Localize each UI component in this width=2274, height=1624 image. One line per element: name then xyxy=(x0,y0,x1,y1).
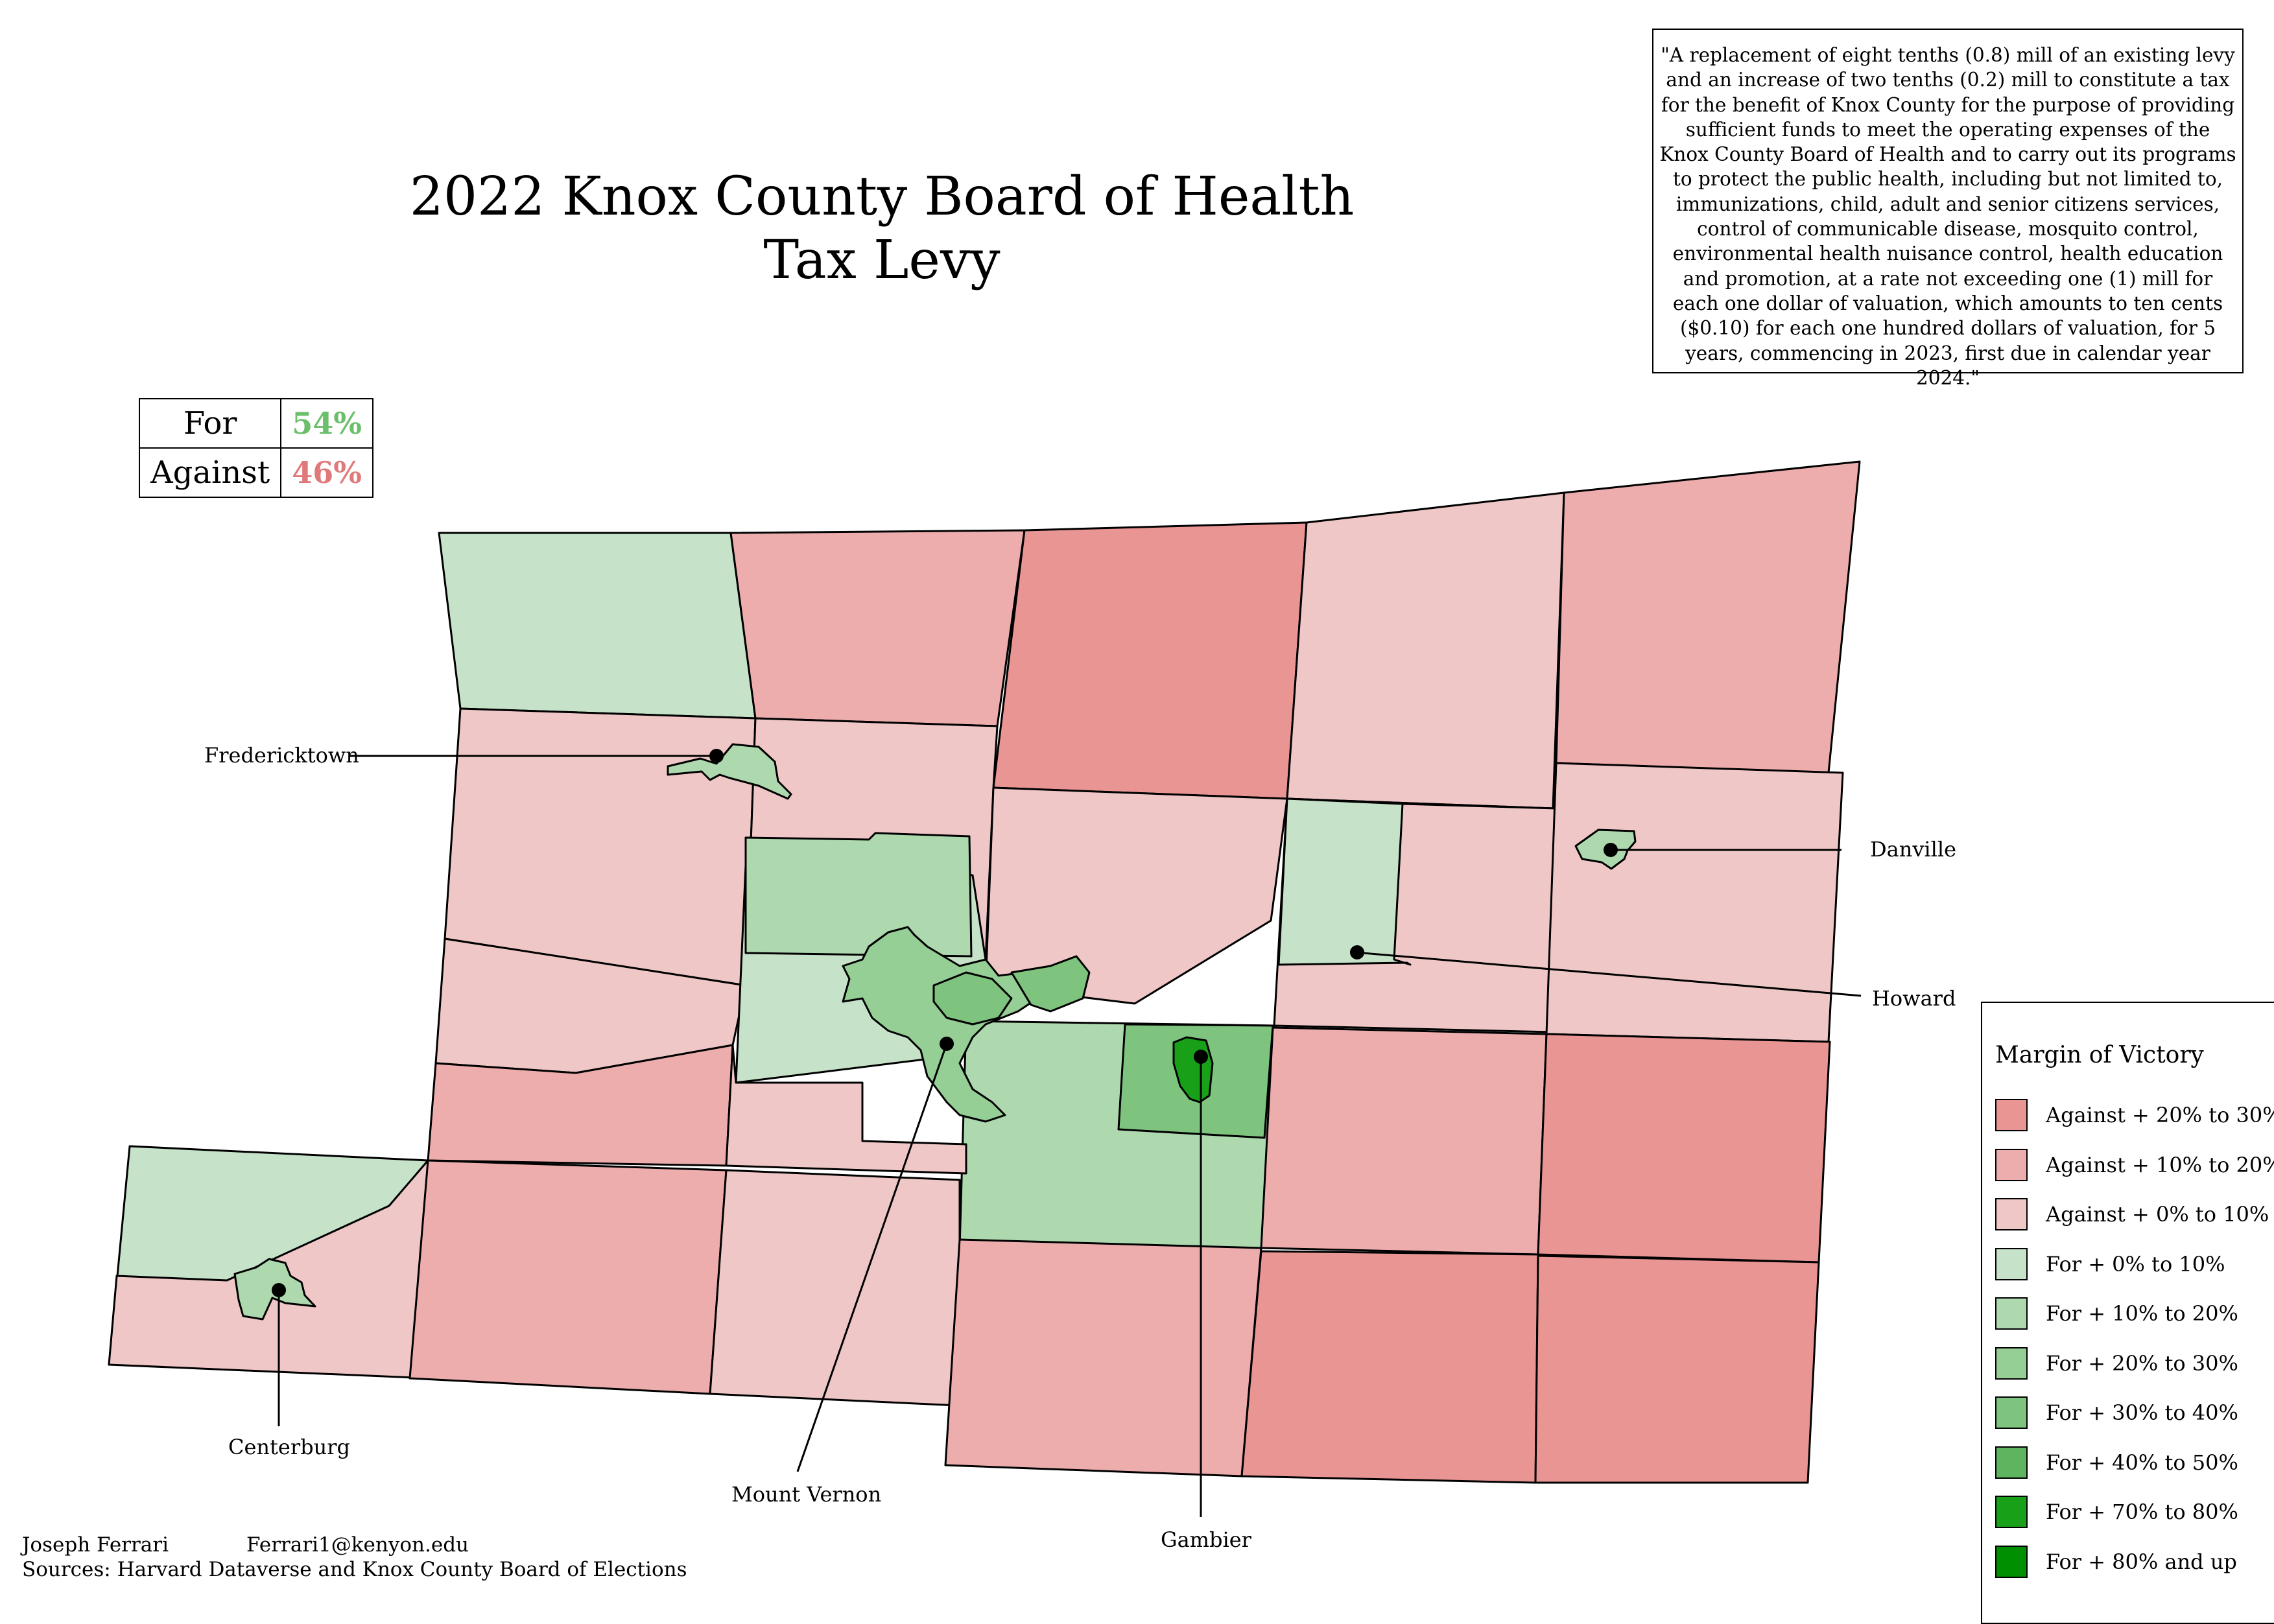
township-c3 xyxy=(984,786,1288,1005)
legend-item: For + 40% to 50% xyxy=(1995,1446,2238,1479)
author-email: Ferrari1@kenyon.edu xyxy=(246,1533,469,1557)
against-percentage: 46% xyxy=(280,447,373,498)
legend-swatch xyxy=(1995,1496,2028,1528)
legend-label: Against + 10% to 20% xyxy=(2046,1152,2274,1177)
township-s3 xyxy=(709,1169,961,1407)
legend-swatch xyxy=(1995,1247,2028,1280)
legend-label: For + 20% to 30% xyxy=(2046,1350,2238,1376)
mount-vernon-core xyxy=(932,971,1013,1026)
legend-label: For + 80% and up xyxy=(2046,1549,2237,1574)
legend-swatch xyxy=(1995,1297,2028,1330)
for-percentage: 54% xyxy=(280,398,373,449)
township-s5 xyxy=(1240,1250,1539,1484)
township-s4 xyxy=(944,1238,1262,1477)
credits-sources: Sources: Harvard Dataverse and Knox Coun… xyxy=(22,1558,687,1581)
legend-item: Against + 10% to 20% xyxy=(1995,1148,2274,1182)
township-n3 xyxy=(992,521,1308,800)
township-n4 xyxy=(1286,491,1565,810)
legend-item: For + 10% to 20% xyxy=(1995,1297,2238,1330)
legend-swatch xyxy=(1995,1446,2028,1479)
fredericktown-village xyxy=(667,743,792,800)
township-w2 xyxy=(444,707,757,987)
township-ne xyxy=(1555,460,1861,774)
results-table: For 54% Against 46% xyxy=(138,398,373,498)
township-nw xyxy=(438,532,757,720)
label-danville: Danville xyxy=(1870,837,1957,862)
legend-item: Against + 20% to 30% xyxy=(1995,1098,2274,1132)
legend-item: For + 20% to 30% xyxy=(1995,1347,2238,1380)
against-label: Against xyxy=(138,447,282,498)
legend: Margin of Victory Against + 20% to 30% Ag… xyxy=(1981,1002,2274,1624)
township-howard xyxy=(1277,797,1412,966)
credits: Joseph Ferrari Ferrari1@kenyon.edu Source… xyxy=(22,1533,687,1582)
legend-title: Margin of Victory xyxy=(1995,1042,2204,1068)
township-e3 xyxy=(1260,1026,1548,1256)
legend-label: For + 10% to 20% xyxy=(2046,1301,2238,1326)
author-name: Joseph Ferrari xyxy=(22,1533,169,1557)
legend-swatch xyxy=(1995,1545,2028,1578)
legend-label: For + 70% to 80% xyxy=(2046,1500,2238,1524)
for-label: For xyxy=(138,398,282,449)
label-howard: Howard xyxy=(1872,986,1956,1011)
mount-vernon-city xyxy=(842,926,1039,1123)
map-title: 2022 Knox County Board of Health Tax Lev… xyxy=(363,165,1401,292)
township-e4 xyxy=(1537,1033,1831,1264)
label-mount-vernon: Mount Vernon xyxy=(731,1482,882,1507)
legend-label: Against + 20% to 30% xyxy=(2046,1103,2274,1127)
mount-vernon-east xyxy=(1010,955,1091,1013)
legend-label: Against + 0% to 10% xyxy=(2046,1202,2269,1227)
legend-label: For + 0% to 10% xyxy=(2046,1251,2225,1277)
legend-swatch xyxy=(1995,1148,2028,1181)
township-s2 xyxy=(409,1159,728,1395)
results-row-for: For 54% xyxy=(138,398,373,449)
township-mv-ne xyxy=(744,832,973,958)
township-c-mid xyxy=(725,1044,967,1175)
legend-label: For + 40% to 50% xyxy=(2046,1450,2238,1475)
legend-item: Against + 0% to 10% xyxy=(1995,1197,2269,1231)
legend-swatch xyxy=(1995,1396,2028,1429)
label-gambier: Gambier xyxy=(1161,1527,1251,1552)
label-centerburg: Centerburg xyxy=(228,1435,350,1459)
legend-item: For + 80% and up xyxy=(1995,1545,2237,1579)
legend-swatch xyxy=(1995,1198,2028,1230)
results-row-against: Against 46% xyxy=(138,447,373,498)
map-title-line1: 2022 Knox County Board of Health xyxy=(409,166,1355,228)
legend-swatch xyxy=(1995,1099,2028,1131)
credits-author-line: Joseph Ferrari Ferrari1@kenyon.edu xyxy=(22,1533,687,1557)
legend-item: For + 30% to 40% xyxy=(1995,1396,2238,1430)
township-n2 xyxy=(729,529,1026,727)
township-se xyxy=(1534,1254,1820,1484)
legend-item: For + 70% to 80% xyxy=(1995,1495,2238,1529)
map-title-line2: Tax Levy xyxy=(763,229,1001,291)
legend-label: For + 30% to 40% xyxy=(2046,1400,2238,1425)
legend-item: For + 0% to 10% xyxy=(1995,1247,2225,1281)
township-e2 xyxy=(1545,762,1844,1043)
label-fredericktown: Fredericktown xyxy=(204,743,359,768)
legend-swatch xyxy=(1995,1347,2028,1380)
ballot-text-box: "A replacement of eight tenths (0.8) mil… xyxy=(1652,29,2244,389)
